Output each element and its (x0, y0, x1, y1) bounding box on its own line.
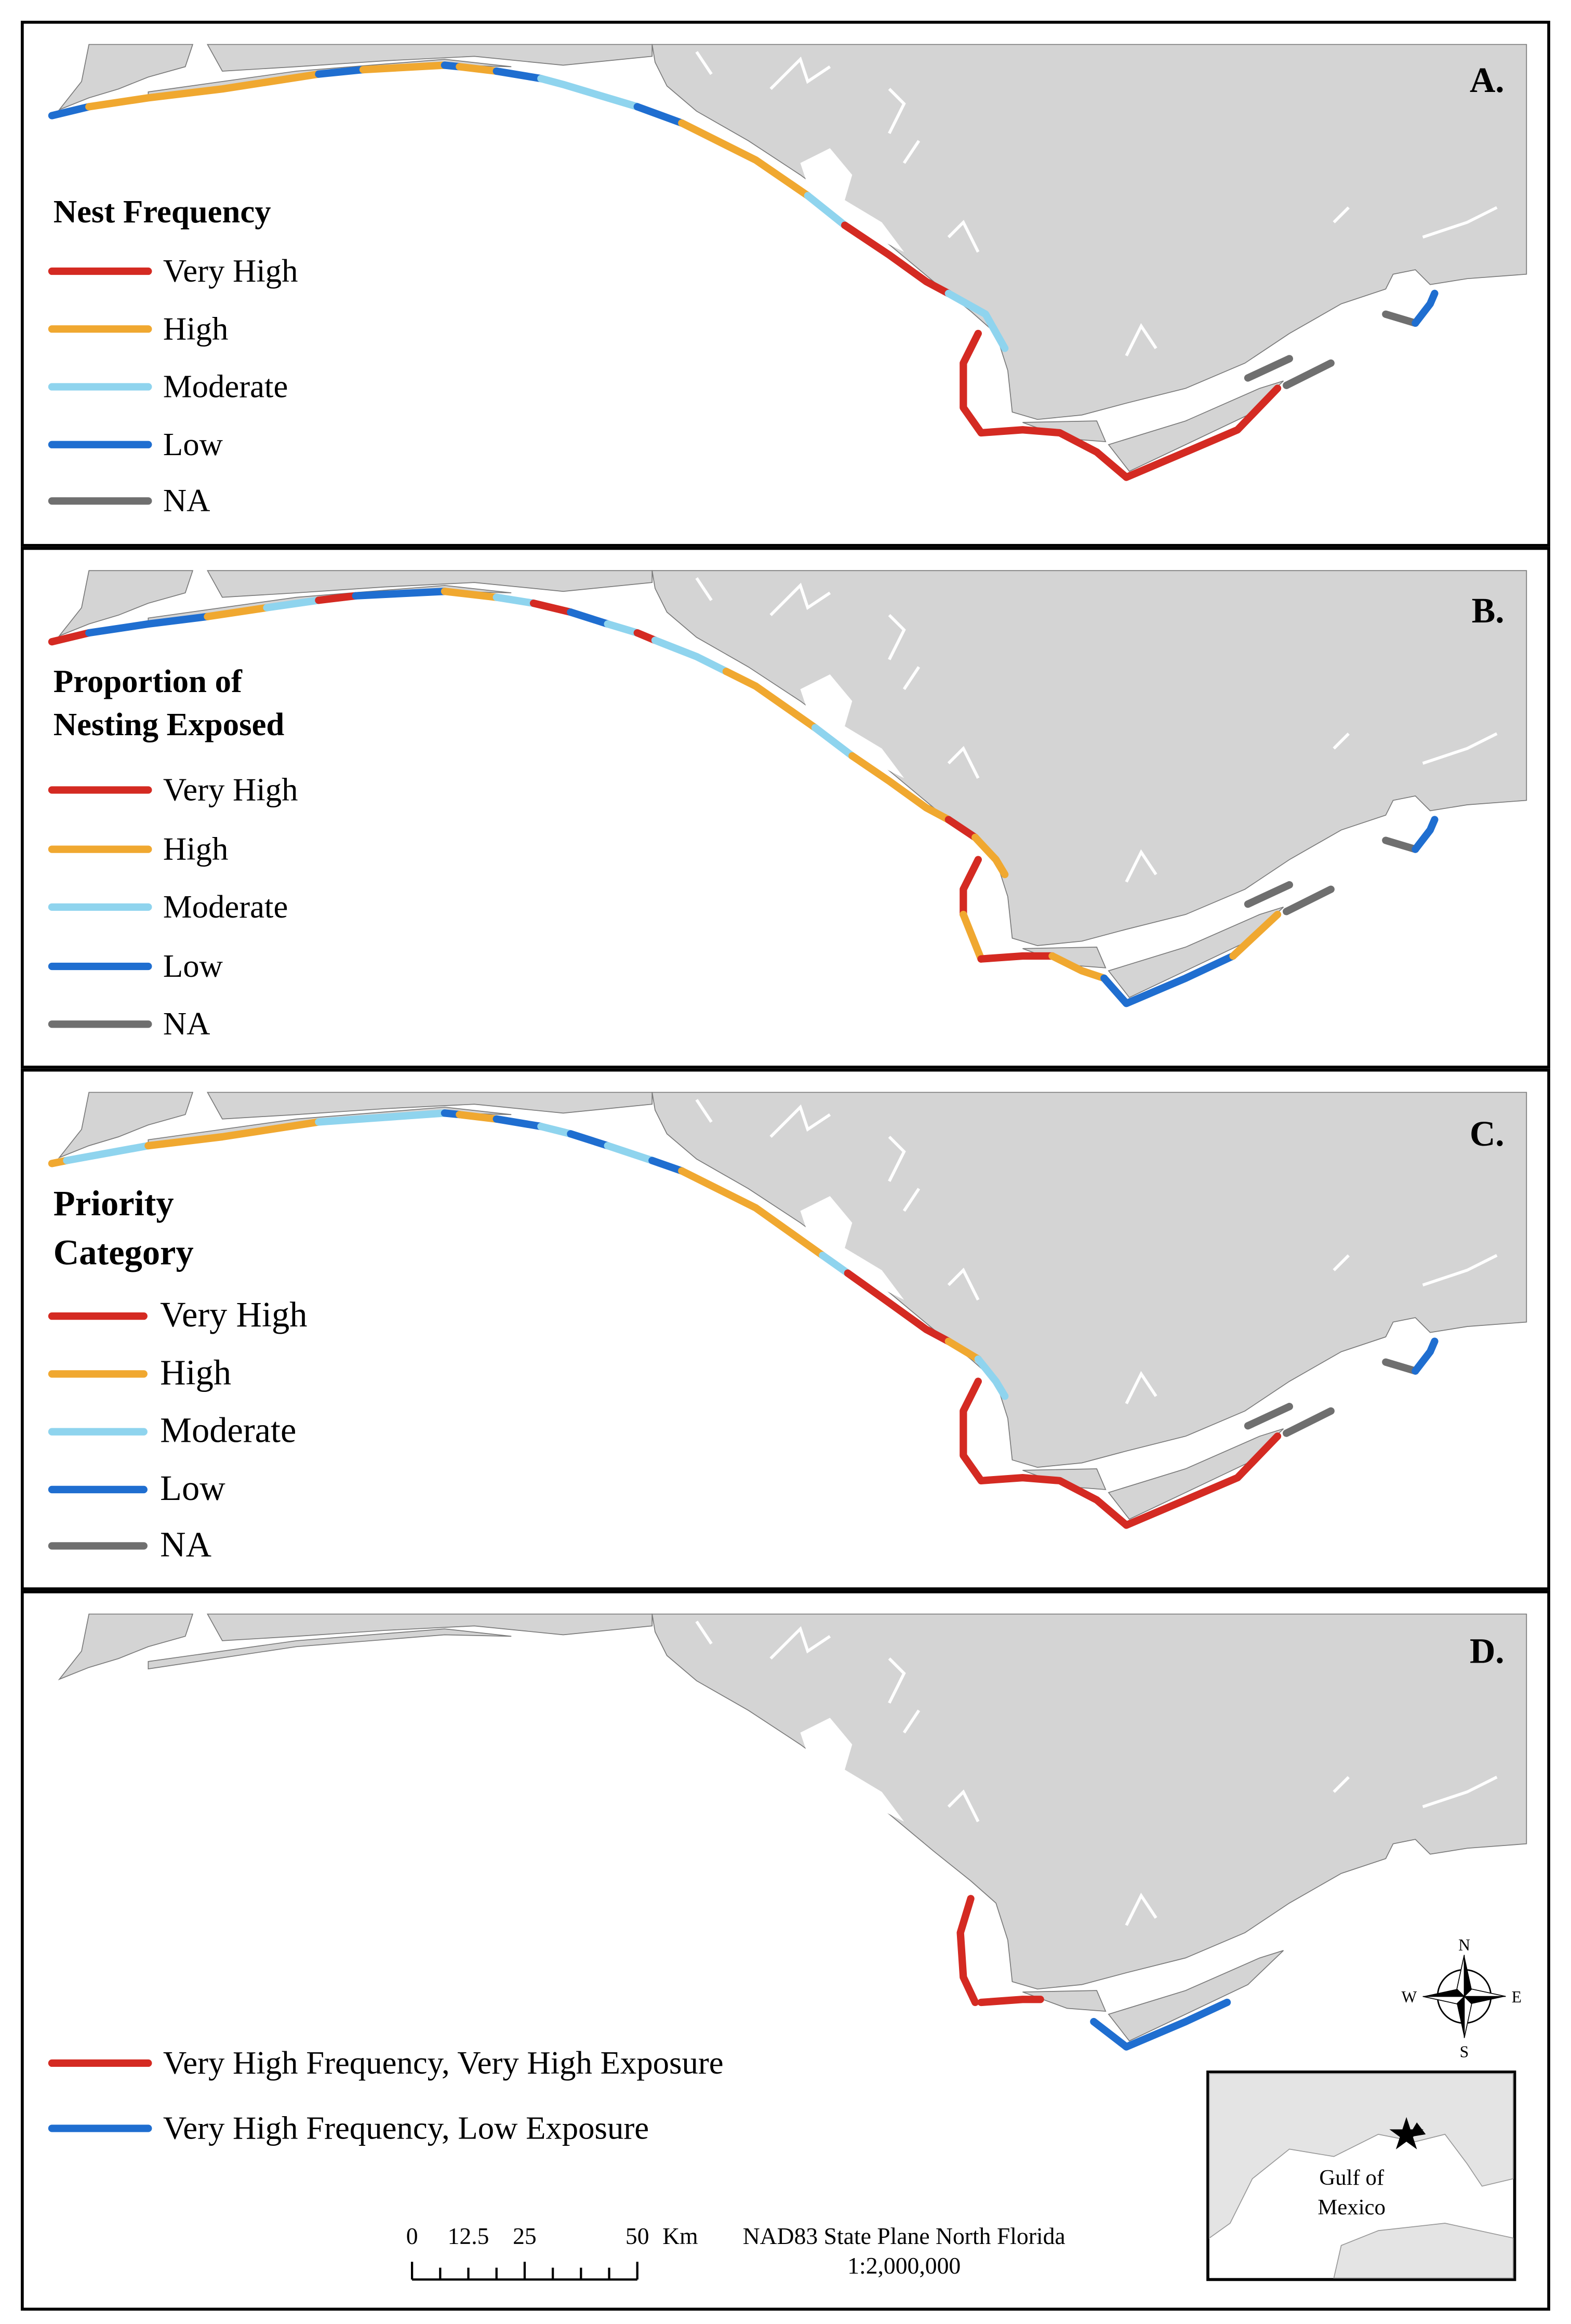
panel-label: B. (1472, 591, 1505, 630)
legend-title: Category (54, 1232, 194, 1272)
legend-label: Moderate (160, 1411, 296, 1450)
legend-label: NA (163, 1005, 210, 1042)
compass-e: E (1512, 1988, 1522, 2006)
inset-map: ★ Gulf of Mexico (1206, 2070, 1516, 2281)
legend-label: NA (163, 482, 210, 519)
legend-label: Very High (163, 771, 298, 807)
scale-tick: 0 (406, 2223, 418, 2249)
legend-label: High (160, 1352, 231, 1392)
legend-label: NA (160, 1524, 211, 1564)
legend-label: Very High (160, 1295, 307, 1334)
legend-title: Nest Frequency (54, 193, 271, 230)
compass: N S W E (1402, 1936, 1522, 2061)
panel-label: D. (1470, 1631, 1505, 1671)
inset-label: Gulf of (1319, 2166, 1384, 2190)
panel-frame (21, 547, 1550, 1069)
panel-frame (21, 1068, 1550, 1590)
compass-s: S (1460, 2043, 1469, 2061)
legend-label: Moderate (163, 368, 288, 405)
inset-label: Mexico (1317, 2195, 1386, 2220)
map-scale: 1:2,000,000 (847, 2252, 961, 2279)
map-a (48, 45, 1526, 481)
scale-tick: 12.5 (448, 2223, 489, 2249)
map-b (48, 570, 1526, 1007)
legend-label: High (163, 310, 229, 347)
scale-tick: 50 (625, 2223, 649, 2249)
panel-frame (21, 20, 1550, 547)
legend-label: Low (163, 426, 223, 462)
legend-label: Low (163, 948, 223, 984)
scale-tick: 25 (513, 2223, 537, 2249)
star: ★ (1387, 2109, 1427, 2159)
panel-frame (21, 1590, 1550, 2311)
legend-title: Nesting Exposed (54, 706, 285, 742)
compass-n: N (1458, 1936, 1470, 1954)
legend-label: Very High (163, 253, 298, 289)
map-d (59, 1614, 1526, 2051)
projection: NAD83 State Plane North Florida (743, 2223, 1066, 2249)
legend-title: Proportion of (54, 663, 243, 699)
compass-w: W (1402, 1988, 1417, 2006)
legend-label: Low (160, 1468, 225, 1508)
legend-label: Very High Frequency, Very High Exposure (163, 2044, 724, 2081)
panel-label: C. (1470, 1114, 1505, 1153)
legend-label: Moderate (163, 888, 288, 925)
legend-title: Priority (54, 1184, 174, 1223)
legend-label: High (163, 831, 229, 867)
scale-bar: 0 12.5 25 50 Km (406, 2223, 698, 2281)
panel-label: A. (1470, 60, 1505, 100)
scale-unit: Km (662, 2223, 698, 2249)
map-c (48, 1092, 1526, 1529)
legend-label: Very High Frequency, Low Exposure (163, 2109, 649, 2146)
